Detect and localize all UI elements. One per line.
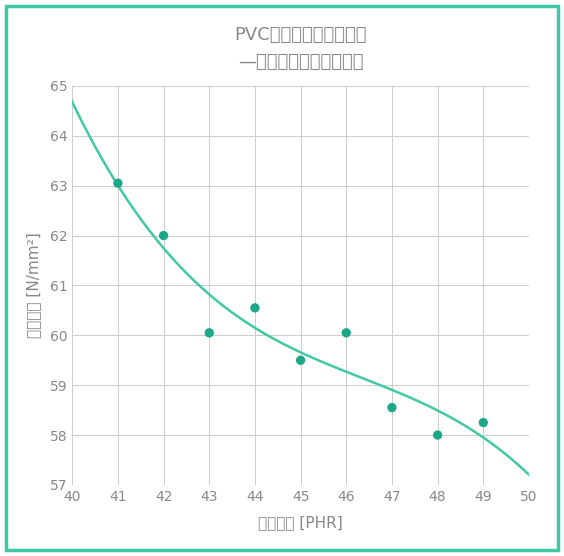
- Point: [387, 403, 396, 412]
- Point: [205, 329, 214, 337]
- Point: [296, 356, 305, 365]
- Y-axis label: 引裂強さ [N/mm²]: 引裂強さ [N/mm²]: [27, 232, 41, 338]
- Point: [342, 329, 351, 337]
- X-axis label: 可塑剤量 [PHR]: 可塑剤量 [PHR]: [258, 515, 343, 530]
- Point: [433, 430, 442, 439]
- Title: PVCフィルムの引裂強さ
—可塑剤量と強さの関係: PVCフィルムの引裂強さ —可塑剤量と強さの関係: [235, 26, 367, 71]
- Point: [113, 179, 122, 188]
- Point: [250, 304, 259, 312]
- Point: [159, 231, 168, 240]
- Point: [479, 418, 488, 427]
